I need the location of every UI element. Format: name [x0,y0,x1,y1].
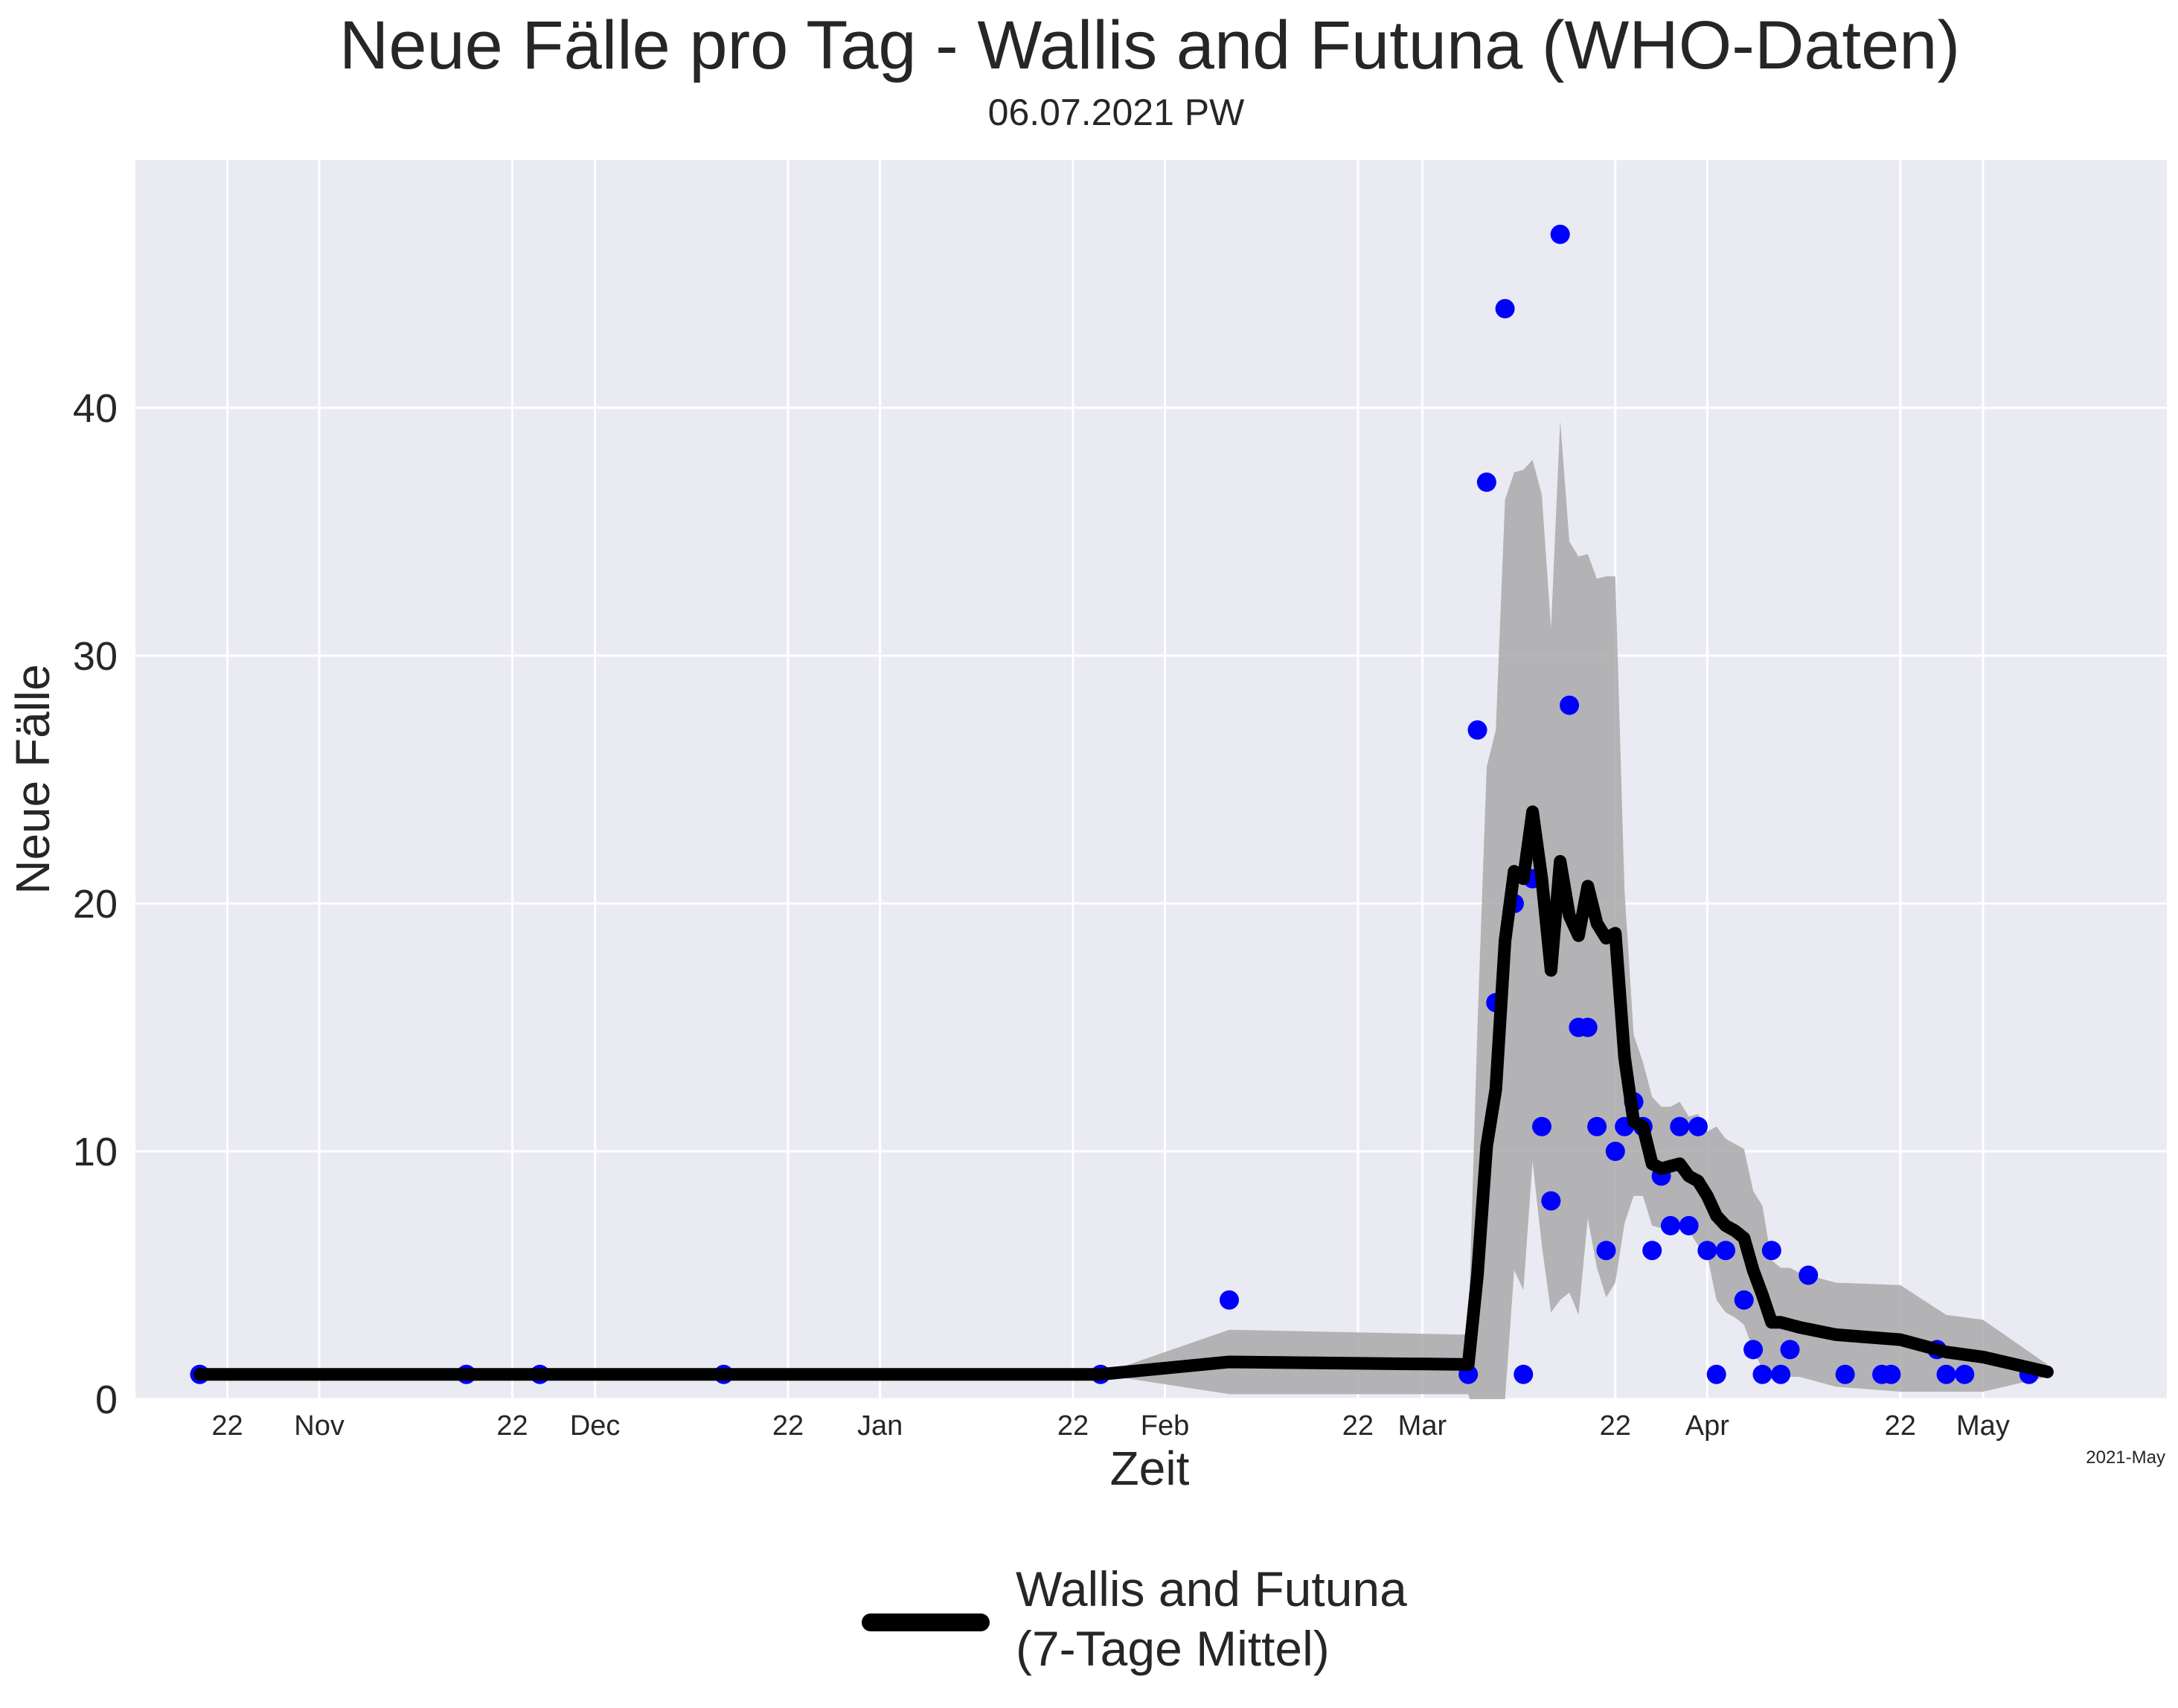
x-tick-label: Feb [1141,1410,1189,1442]
x-tick-label: Jan [857,1410,903,1442]
x-tick-label: Nov [294,1410,345,1442]
x-tick-label: 22 [1600,1410,1631,1442]
data-point [1697,1241,1717,1261]
x-tick-label: Mar [1398,1410,1447,1442]
data-point [1467,720,1487,740]
data-point [1716,1241,1736,1261]
data-point [1835,1364,1855,1384]
x-tick-label: 22 [1885,1410,1916,1442]
data-point [1670,1116,1690,1136]
plot-background [135,160,2167,1399]
data-point [1605,1142,1625,1161]
data-point [1220,1290,1239,1310]
x-tick-label: Dec [570,1410,621,1442]
legend-entry-line: Wallis and Futuna [1016,1561,1407,1616]
data-point [1596,1241,1616,1261]
data-point [1541,1191,1561,1211]
data-point [1587,1116,1607,1136]
data-point [1743,1340,1764,1360]
data-point [1771,1364,1791,1384]
chart-subtitle: 06.07.2021 PW [988,92,1245,133]
x-tick-label: Apr [1685,1410,1729,1442]
data-point [1560,695,1580,715]
data-point [1476,472,1496,492]
data-point [1706,1364,1726,1384]
y-tick-labels: 0 10 20 30 40 [73,386,118,1422]
x-axis-label: Zeit [1110,1442,1190,1495]
x-axis-corner-label: 2021-May [2086,1448,2165,1468]
series-line [193,805,2054,1381]
data-point [1495,298,1515,319]
chart-title: Neue Fälle pro Tag - Wallis and Futuna (… [339,7,1960,83]
data-point [1752,1364,1772,1384]
confidence-band [199,420,2048,1399]
grid [135,160,2167,1401]
data-point [1578,1017,1598,1037]
x-tick-labels: 22 Nov 22 Dec 22 Jan 22 Feb 22 Mar 22 Apr 22 May [211,1410,2009,1442]
y-axis-label: Neue Fälle [6,664,60,895]
data-point [1660,1215,1680,1235]
data-point [1550,224,1570,244]
data-point [1679,1215,1699,1235]
y-tick-label: 30 [73,634,118,679]
data-point [1780,1340,1800,1360]
data-point [1688,1116,1708,1136]
data-point [1799,1265,1819,1285]
x-tick-label: 22 [211,1410,243,1442]
x-tick-label: May [1956,1410,2010,1442]
data-point [1955,1364,1975,1384]
confidence-band-layer [199,420,2048,1399]
data-point [1761,1241,1781,1261]
data-point [1514,1364,1534,1384]
legend-entry-label: Wallis and Futuna (7-Tage Mittel) [1016,1561,1407,1676]
y-tick-label: 0 [95,1378,118,1422]
y-tick-label: 10 [73,1130,118,1174]
data-point [1936,1364,1956,1384]
line-layer [193,805,2054,1381]
legend: Wallis and Futuna (7-Tage Mittel) [862,1561,1407,1676]
x-tick-label: 22 [772,1410,804,1442]
legend-entry-line: (7-Tage Mittel) [1016,1621,1330,1676]
data-point [1642,1241,1662,1261]
x-tick-label: 22 [1342,1410,1374,1442]
data-point [1881,1364,1901,1384]
x-tick-label: 22 [1057,1410,1089,1442]
y-tick-label: 20 [73,882,118,927]
data-point [1532,1116,1551,1136]
x-tick-label: 22 [496,1410,528,1442]
data-point [1734,1290,1754,1310]
y-tick-label: 40 [73,386,118,431]
